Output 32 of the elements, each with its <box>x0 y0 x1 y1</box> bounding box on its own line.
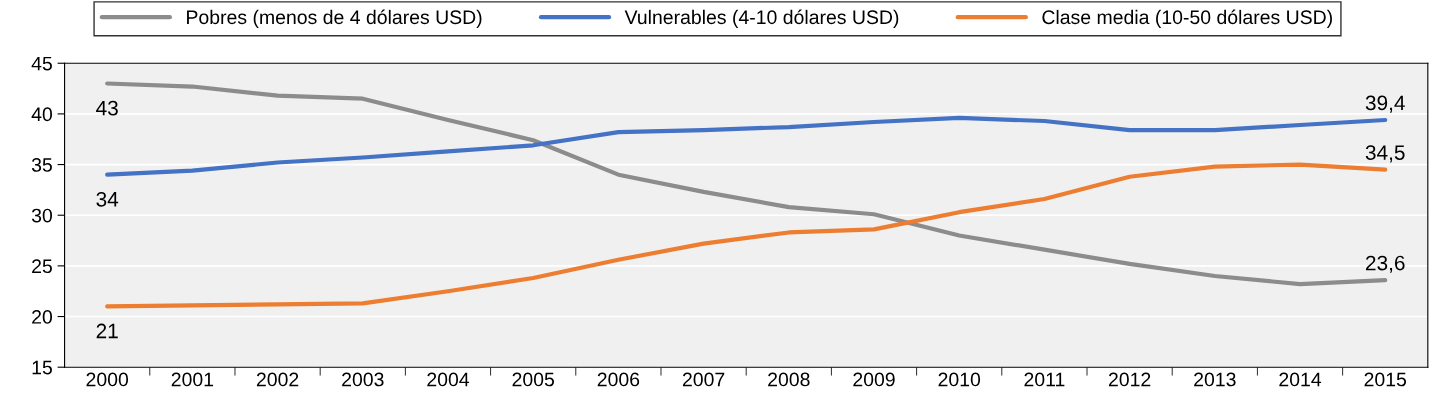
x-tick-label: 2013 <box>1194 372 1236 387</box>
data-label: 23,6 <box>1366 255 1405 273</box>
x-tick-label: 2009 <box>853 372 895 387</box>
x-tick-label: 2001 <box>171 372 214 387</box>
legend-label: Pobres (menos de 4 dólares USD) <box>187 9 482 28</box>
x-tick-label: 2012 <box>1108 372 1151 387</box>
y-tick-label: 25 <box>32 259 52 274</box>
data-label: 21 <box>96 323 118 339</box>
legend-label: Clase media (10-50 dólares USD) <box>1042 9 1332 28</box>
x-tick-label: 2000 <box>86 372 129 387</box>
y-tick-label: 20 <box>32 310 53 324</box>
legend-label: Vulnerables (4-10 dólares USD) <box>624 9 899 28</box>
x-tick-label: 2010 <box>938 372 981 387</box>
x-tick-label: 2004 <box>427 372 470 387</box>
y-tick-label: 45 <box>31 56 52 71</box>
x-tick-label: 2003 <box>342 372 384 387</box>
x-tick-label: 2011 <box>1024 372 1065 387</box>
y-tick-label: 15 <box>32 360 52 375</box>
data-label: 43 <box>96 100 118 116</box>
data-label: 39,4 <box>1365 95 1405 113</box>
data-label: 34 <box>96 191 119 207</box>
x-tick-label: 2007 <box>682 372 725 387</box>
x-tick-label: 2005 <box>512 372 555 387</box>
y-tick-label: 30 <box>31 208 53 223</box>
x-tick-label: 2015 <box>1364 372 1407 387</box>
x-tick-label: 2002 <box>256 372 299 387</box>
y-tick-label: 40 <box>31 107 53 122</box>
x-tick-label: 2014 <box>1279 372 1322 387</box>
x-tick-label: 2006 <box>597 372 640 387</box>
data-label: 34,5 <box>1365 145 1405 163</box>
y-tick-label: 35 <box>31 158 52 172</box>
x-tick-label: 2008 <box>768 372 810 387</box>
